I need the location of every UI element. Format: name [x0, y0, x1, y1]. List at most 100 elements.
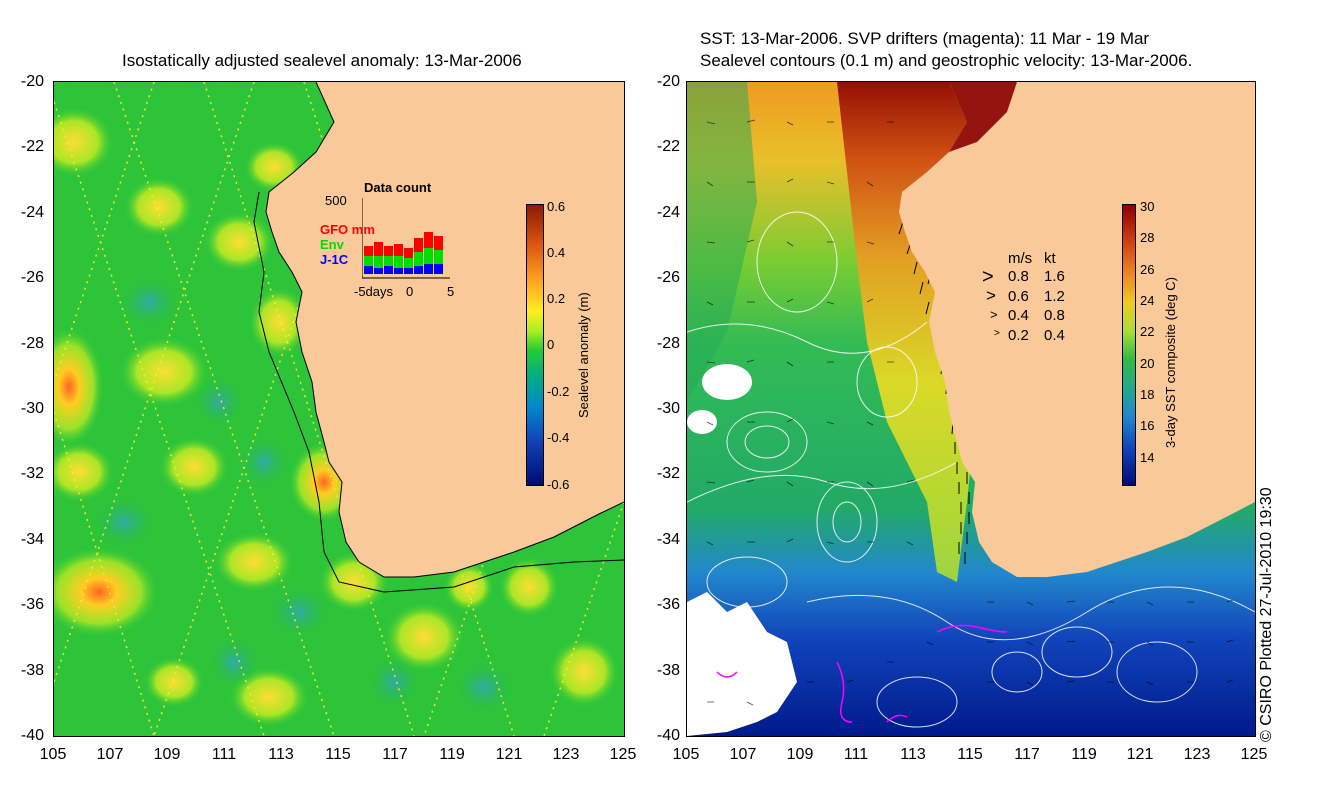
cb-tick: 30: [1140, 199, 1155, 214]
y-tick: -24: [20, 204, 44, 221]
y-tick: -28: [656, 335, 680, 352]
sealevel-contours: [687, 211, 1255, 728]
velocity-header-kt: kt: [1044, 250, 1056, 267]
x-tick: 117: [1014, 746, 1040, 763]
velocity-ms: 0.2: [1008, 327, 1029, 344]
velocity-arrow-icon: >: [994, 328, 1000, 339]
y-tick: -38: [20, 662, 44, 679]
velocity-kt: 0.4: [1044, 327, 1065, 344]
sla-colorbar-label: Sealevel anomaly (m): [576, 292, 591, 418]
x-tick: 125: [609, 746, 637, 763]
velocity-ms: 0.6: [1008, 288, 1029, 305]
y-tick: -28: [20, 335, 44, 352]
x-tick: 123: [1183, 746, 1211, 763]
x-tick: 115: [325, 746, 351, 763]
cb-tick: 20: [1140, 356, 1155, 371]
x-tick: 105: [672, 746, 700, 763]
y-tick: -36: [20, 596, 44, 613]
cb-tick: -0.2: [547, 384, 570, 399]
cb-tick: 0.2: [547, 291, 566, 306]
y-tick: -40: [20, 727, 44, 744]
land-western-australia: [899, 82, 1255, 577]
y-tick: -32: [20, 465, 44, 482]
y-tick: -34: [20, 531, 44, 548]
velocity-header-ms: m/s: [1008, 250, 1033, 267]
velocity-kt: 1.2: [1044, 288, 1065, 305]
right-panel-title-line1: SST: 13-Mar-2006. SVP drifters (magenta)…: [700, 29, 1150, 48]
x-tick: 113: [268, 746, 294, 763]
csiro-credit: © CSIRO Plotted 27-Jul-2010 19:30: [1258, 487, 1275, 742]
y-tick: -24: [656, 204, 680, 221]
y-tick: -32: [656, 465, 680, 482]
cb-tick: 28: [1140, 230, 1155, 245]
cb-tick: 26: [1140, 262, 1155, 277]
y-tick: -20: [656, 73, 680, 90]
y-tick: -22: [20, 138, 44, 155]
left-panel-title: Isostatically adjusted sealevel anomaly:…: [122, 51, 522, 70]
x-tick: 123: [552, 746, 580, 763]
sst-map: [686, 81, 1256, 737]
x-tick: 119: [1071, 746, 1097, 763]
velocity-kt: 1.6: [1044, 268, 1065, 285]
cb-tick: 0: [547, 337, 555, 352]
velocity-ms: 0.8: [1008, 268, 1029, 285]
western-cool-patch: [687, 82, 757, 402]
y-tick: -40: [656, 727, 680, 744]
x-tick: 115: [957, 746, 983, 763]
cb-tick: 16: [1140, 418, 1155, 433]
x-tick: 125: [1240, 746, 1268, 763]
velocity-arrow-icon: >: [990, 307, 998, 322]
y-tick: -26: [20, 269, 44, 286]
y-tick: -20: [20, 73, 44, 90]
legend-j1c: J-1C: [320, 252, 349, 267]
bar-stack: [364, 232, 443, 274]
x-tick: 107: [96, 746, 124, 763]
legend-env: Env: [320, 237, 344, 252]
y-tick: -22: [656, 138, 680, 155]
velocity-ms: 0.4: [1008, 307, 1029, 324]
x-tick: 109: [786, 746, 814, 763]
x-tick: 117: [382, 746, 408, 763]
y-tick: -36: [656, 596, 680, 613]
x-tick: 121: [495, 746, 523, 763]
x-tick: 121: [1126, 746, 1154, 763]
x-tick: 105: [39, 746, 67, 763]
inset-title: Data count: [364, 180, 432, 195]
data-count-bars: [362, 198, 450, 279]
x-tick: 109: [153, 746, 181, 763]
cloud-mask: [687, 364, 797, 736]
sla-negative-anomalies: [94, 277, 514, 712]
inset-x-label-minus5: -5days: [354, 284, 394, 299]
x-tick: 113: [900, 746, 926, 763]
cb-tick: -0.6: [547, 477, 570, 492]
inset-max-label: 500: [325, 193, 347, 208]
cb-tick: 22: [1140, 324, 1155, 339]
cb-tick: 18: [1140, 387, 1155, 402]
y-tick: -26: [656, 269, 680, 286]
cb-tick: 14: [1140, 450, 1155, 465]
velocity-arrow-icon: >: [986, 286, 996, 305]
cb-tick: 0.6: [547, 199, 566, 214]
cb-tick: 24: [1140, 293, 1155, 308]
drifter-tracks: [716, 624, 1008, 723]
northwest-shelf-warm: [949, 82, 1017, 152]
velocity-arrow-icon: >: [982, 266, 994, 288]
legend-gfo: GFO mm: [320, 222, 375, 237]
right-panel-title-line2: Sealevel contours (0.1 m) and geostrophi…: [700, 51, 1193, 70]
velocity-vectors: [706, 119, 1234, 706]
x-tick: 119: [439, 746, 465, 763]
sla-colorbar: [526, 204, 544, 486]
x-tick: 111: [843, 746, 869, 763]
y-tick: -38: [656, 662, 680, 679]
inset-x-label-5: 5: [447, 284, 455, 299]
sst-colorbar: [1122, 204, 1136, 486]
inset-x-label-0: 0: [406, 284, 414, 299]
cb-tick: -0.4: [547, 430, 570, 445]
sst-colorbar-label: 3-day SST composite (deg C): [1163, 277, 1178, 448]
x-tick: 111: [211, 746, 237, 763]
y-tick: -30: [20, 400, 44, 417]
x-tick: 107: [729, 746, 757, 763]
cb-tick: 0.4: [547, 245, 566, 260]
y-tick: -30: [656, 400, 680, 417]
velocity-kt: 0.8: [1044, 307, 1065, 324]
